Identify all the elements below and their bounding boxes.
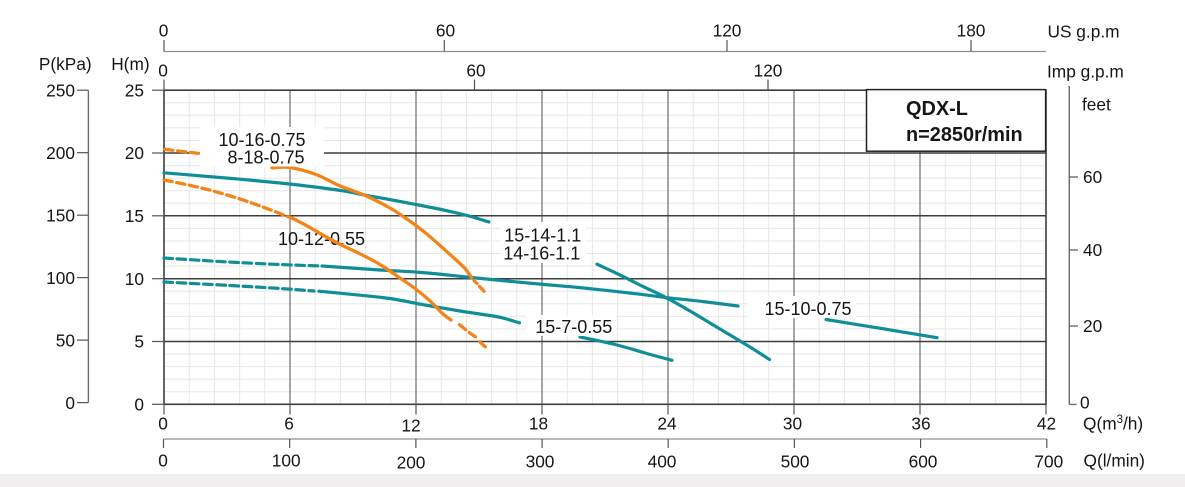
svg-text:20: 20 [125,143,144,163]
svg-text:0: 0 [159,20,169,40]
svg-text:120: 120 [713,20,742,40]
svg-text:150: 150 [46,205,75,225]
svg-text:US g.p.m: US g.p.m [1048,22,1120,42]
svg-text:18: 18 [529,413,548,433]
svg-text:0: 0 [1080,393,1090,413]
svg-text:400: 400 [648,451,677,471]
svg-text:200: 200 [397,452,426,472]
svg-text:200: 200 [46,143,75,163]
svg-text:15-7-0.55: 15-7-0.55 [535,317,612,337]
svg-text:100: 100 [272,450,301,470]
svg-text:40: 40 [1083,240,1102,260]
svg-text:36: 36 [911,413,930,433]
svg-text:25: 25 [125,80,144,100]
svg-text:12: 12 [401,415,420,435]
svg-text:10-16-0.75: 10-16-0.75 [218,130,305,150]
svg-text:0: 0 [158,413,168,433]
svg-text:120: 120 [754,61,783,81]
svg-text:50: 50 [56,330,75,350]
svg-text:300: 300 [526,451,555,471]
svg-text:8-18-0.75: 8-18-0.75 [227,148,304,168]
svg-text:60: 60 [436,20,455,40]
svg-text:60: 60 [466,61,485,81]
svg-text:Q(l/min): Q(l/min) [1084,451,1145,471]
svg-text:180: 180 [957,20,986,40]
svg-text:500: 500 [781,451,810,471]
svg-text:600: 600 [909,451,938,471]
svg-text:0: 0 [65,393,75,413]
svg-text:n=2850r/min: n=2850r/min [906,124,1023,146]
svg-text:700: 700 [1034,451,1063,471]
svg-text:60: 60 [1083,167,1102,187]
svg-text:24: 24 [657,413,677,433]
svg-text:15-14-1.1: 15-14-1.1 [504,226,581,246]
svg-text:0: 0 [134,395,144,415]
svg-text:20: 20 [1083,316,1102,336]
svg-text:P(kPa): P(kPa) [39,54,92,74]
svg-text:Imp g.p.m: Imp g.p.m [1047,61,1124,81]
svg-text:0: 0 [158,61,168,81]
svg-text:10-12-0.55: 10-12-0.55 [278,229,365,249]
svg-text:42: 42 [1037,413,1056,433]
svg-text:feet: feet [1082,95,1111,115]
svg-text:5: 5 [134,332,144,352]
svg-text:0: 0 [158,450,168,470]
svg-text:250: 250 [46,80,75,100]
svg-text:10: 10 [125,269,144,289]
svg-text:QDX-L: QDX-L [906,98,968,120]
svg-text:H(m): H(m) [111,54,149,74]
svg-text:6: 6 [284,413,294,433]
svg-text:30: 30 [783,413,802,433]
svg-text:15-10-0.75: 15-10-0.75 [764,299,851,319]
svg-text:14-16-1.1: 14-16-1.1 [503,244,580,264]
svg-text:15: 15 [125,206,144,226]
svg-text:100: 100 [46,268,75,288]
svg-text:Q(m3/h): Q(m3/h) [1083,413,1143,433]
